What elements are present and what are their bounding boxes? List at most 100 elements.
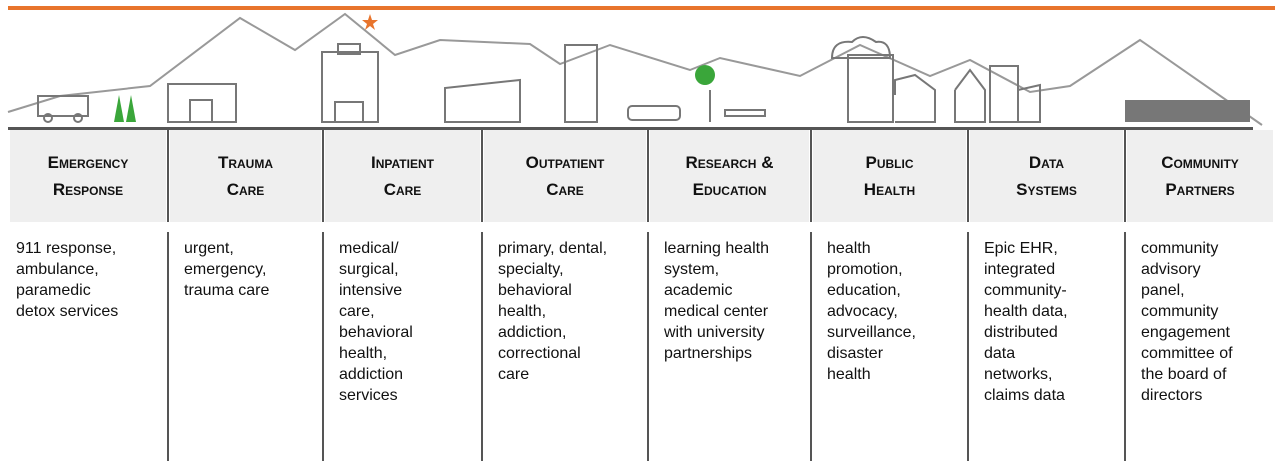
header-line: Partners [1165, 180, 1235, 199]
tree [126, 95, 136, 122]
column-body: community advisory panel, community engageme… [1141, 238, 1273, 406]
column-divider [810, 130, 812, 222]
body-line: community- [984, 282, 1067, 299]
column-divider [167, 232, 169, 461]
column-divider [1124, 232, 1126, 461]
body-line: behavioral [339, 324, 413, 341]
body-line: claims data [984, 387, 1065, 404]
body-line: paramedic [16, 282, 91, 299]
body-line: trauma care [184, 282, 270, 299]
body-line: intensive [339, 282, 403, 299]
mountains [7, 12, 1263, 126]
header-line: Trauma [217, 153, 274, 172]
body-line: disaster [827, 345, 884, 362]
body-line: medical center [664, 303, 769, 320]
column-body: Epic EHR, integrated community-health data… [984, 238, 1123, 406]
body-line: integrated [984, 261, 1056, 278]
body-line: medical/ [339, 240, 399, 257]
column-divider [967, 130, 969, 222]
column-header: Inpatient Care [325, 130, 480, 222]
body-line: the board of [1141, 366, 1227, 383]
body-line: directors [1141, 387, 1203, 404]
column-header: Public Health [813, 130, 966, 222]
body-line: community [1141, 240, 1219, 257]
body-line: system, [664, 261, 720, 278]
column-body: urgent, emergency, trauma care [184, 238, 321, 301]
icons [37, 36, 1041, 123]
body-line: behavioral [498, 282, 572, 299]
column-header: Trauma Care [170, 130, 321, 222]
body-line: detox services [16, 303, 119, 320]
column-header: Research & Education [650, 130, 809, 222]
tree [114, 95, 124, 122]
body-line: addiction [339, 366, 404, 383]
body-line: services [339, 387, 398, 404]
tree [695, 65, 715, 85]
column-divider [810, 232, 812, 461]
column-divider [647, 232, 649, 461]
body-line: with university [664, 324, 765, 341]
body-line: addiction, [498, 324, 567, 341]
body-line: advisory [1141, 261, 1201, 278]
column-body: health promotion, education, advocacy, surve… [827, 238, 966, 385]
column-header: Emergency Response [10, 130, 166, 222]
column-divider [322, 232, 324, 461]
body-line: specialty, [498, 261, 564, 278]
body-line: advocacy, [827, 303, 898, 320]
header-line: Research & [685, 153, 774, 172]
body-line: promotion, [827, 261, 903, 278]
column-divider [481, 130, 483, 222]
star [362, 14, 378, 30]
body-line: distributed [984, 324, 1058, 341]
header-line: Emergency [47, 153, 129, 172]
body-line: committee of [1141, 345, 1233, 362]
body-line: health [827, 240, 871, 257]
body-line: community [1141, 303, 1219, 320]
column-body: primary, dental, specialty, behavioral heal… [498, 238, 646, 385]
body-line: health, [498, 303, 547, 320]
skyline-illustration [7, 6, 1275, 130]
column-divider [167, 130, 169, 222]
column-divider [1124, 130, 1126, 222]
header-line: Inpatient [371, 153, 434, 172]
people [1125, 100, 1250, 122]
header-rule [8, 127, 1253, 130]
column-divider [322, 130, 324, 222]
body-line: ambulance, [16, 261, 99, 278]
body-line: health [827, 366, 871, 383]
header-line: Systems [1016, 180, 1077, 199]
body-line: health data, [984, 303, 1068, 320]
header-line: Community [1161, 153, 1239, 172]
body-line: education, [827, 282, 901, 299]
body-line: 911 response, [16, 240, 117, 257]
body-line: surgical, [339, 261, 399, 278]
column-body: medical/surgical, intensive care, behaviora… [339, 238, 480, 406]
body-line: care, [339, 303, 375, 320]
header-line: Care [546, 180, 584, 199]
header-line: Public [865, 153, 914, 172]
body-line: correctional [498, 345, 581, 362]
body-line: emergency, [184, 261, 267, 278]
body-line: surveillance, [827, 324, 916, 341]
header-line: Data [1028, 153, 1065, 172]
column-body: learning health system, academic medical ce… [664, 238, 809, 364]
column-header: Community Partners [1127, 130, 1273, 222]
header-line: Health [863, 180, 916, 199]
header-line: Care [383, 180, 422, 199]
header-line: Care [226, 180, 265, 199]
column-divider [967, 232, 969, 461]
body-line: panel, [1141, 282, 1185, 299]
header-line: Outpatient [525, 153, 605, 172]
body-line: networks, [984, 366, 1053, 383]
top-rule [8, 6, 1275, 10]
column-header: Data Systems [970, 130, 1123, 222]
column-body: 911 response, ambulance, paramedic detox se… [16, 238, 158, 322]
column-divider [481, 232, 483, 461]
body-line: engagement [1141, 324, 1230, 341]
header-line: Education [692, 180, 767, 199]
body-line: primary, dental, [498, 240, 608, 257]
header-line: Response [52, 180, 124, 199]
body-line: learning health [664, 240, 769, 257]
column-divider [647, 130, 649, 222]
